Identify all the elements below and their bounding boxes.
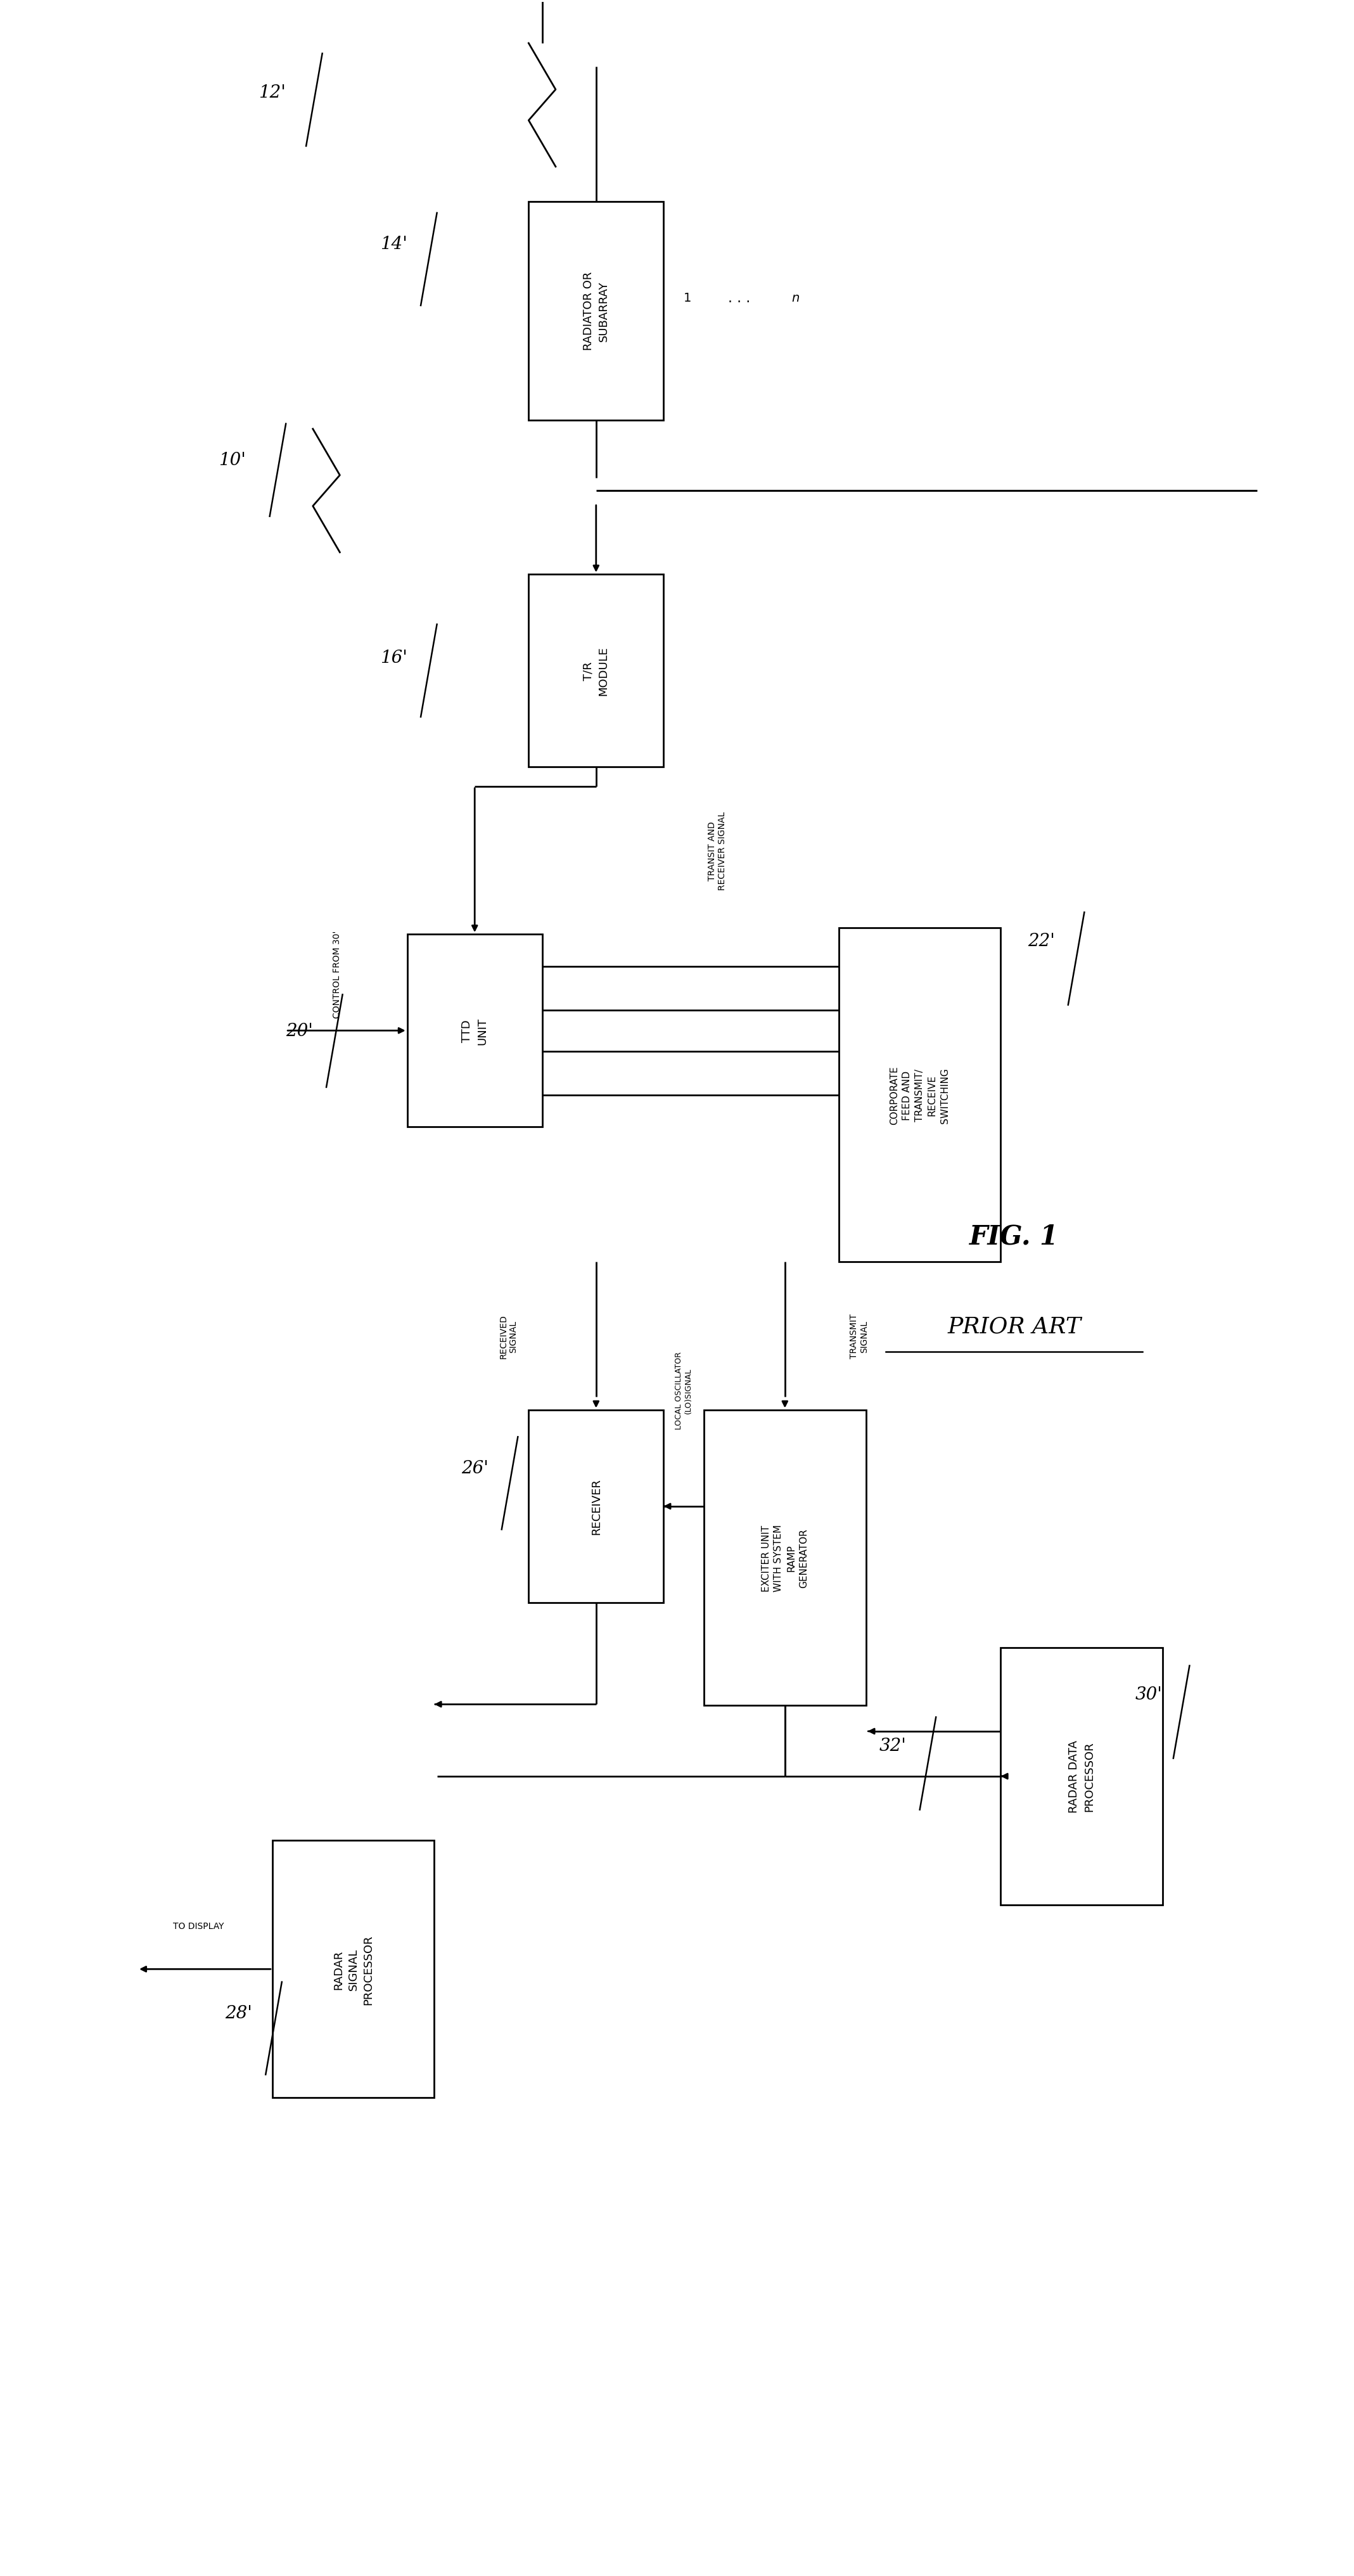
Text: TTD
UNIT: TTD UNIT: [462, 1018, 487, 1046]
Bar: [408, 935, 542, 1128]
Text: RECEIVED
SIGNAL: RECEIVED SIGNAL: [498, 1314, 519, 1358]
Bar: [839, 927, 1001, 1262]
Text: TO DISPLAY: TO DISPLAY: [173, 1922, 223, 1929]
Text: RECEIVER: RECEIVER: [590, 1479, 601, 1535]
Text: RADIATOR OR
SUBARRAY: RADIATOR OR SUBARRAY: [584, 270, 609, 350]
Text: 14': 14': [380, 237, 408, 252]
Text: 28': 28': [225, 2004, 252, 2022]
Text: 26': 26': [462, 1461, 489, 1476]
Text: 1: 1: [684, 291, 692, 304]
Bar: [272, 1842, 435, 2097]
Text: 16': 16': [380, 649, 408, 667]
Text: 12': 12': [259, 85, 286, 100]
Text: . . .: . . .: [728, 291, 750, 304]
Text: T/R
MODULE: T/R MODULE: [584, 647, 609, 696]
Text: RADAR DATA
PROCESSOR: RADAR DATA PROCESSOR: [1068, 1739, 1095, 1814]
Bar: [528, 574, 663, 768]
Text: LOCAL OSCILLATOR
(LO)SIGNAL: LOCAL OSCILLATOR (LO)SIGNAL: [674, 1352, 693, 1430]
Text: FIG. 1: FIG. 1: [969, 1224, 1059, 1249]
Text: 10': 10': [218, 451, 245, 469]
Text: CONTROL FROM 30': CONTROL FROM 30': [333, 930, 341, 1018]
Text: PRIOR ART: PRIOR ART: [948, 1316, 1080, 1337]
Text: RADAR
SIGNAL
PROCESSOR: RADAR SIGNAL PROCESSOR: [333, 1935, 374, 2004]
Text: 20': 20': [286, 1023, 313, 1041]
Text: TRANSIT AND
RECEIVER SIGNAL: TRANSIT AND RECEIVER SIGNAL: [708, 811, 727, 891]
Bar: [704, 1409, 865, 1705]
Text: EXCITER UNIT
WITH SYSTEM
RAMP
GENERATOR: EXCITER UNIT WITH SYSTEM RAMP GENERATOR: [761, 1525, 808, 1592]
Bar: [528, 201, 663, 420]
Bar: [528, 1409, 663, 1602]
Text: n: n: [792, 291, 799, 304]
Text: 32': 32': [879, 1736, 906, 1754]
Text: TRANSMIT
SIGNAL: TRANSMIT SIGNAL: [849, 1314, 869, 1358]
Text: 30': 30': [1136, 1685, 1163, 1703]
Bar: [1001, 1649, 1163, 1906]
Text: CORPORATE
FEED AND
TRANSMIT/
RECEIVE
SWITCHING: CORPORATE FEED AND TRANSMIT/ RECEIVE SWI…: [890, 1066, 949, 1126]
Text: 22': 22': [1028, 933, 1055, 951]
